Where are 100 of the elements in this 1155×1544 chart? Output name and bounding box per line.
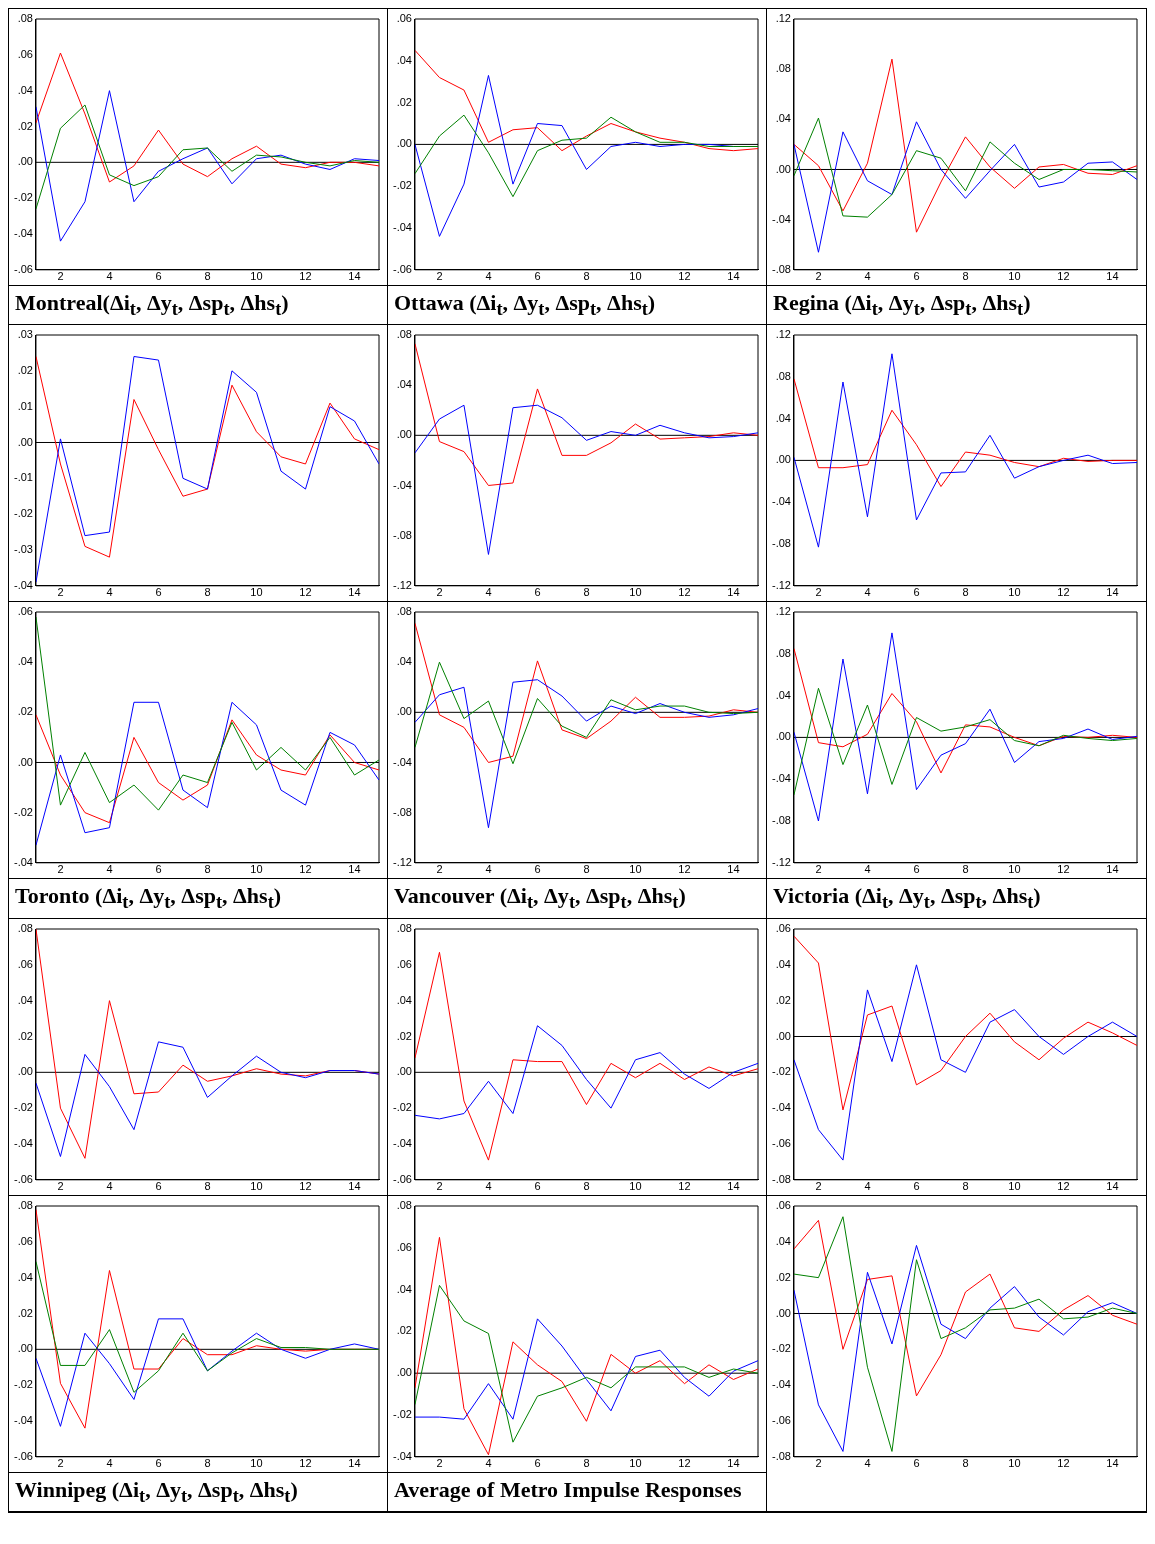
y-tick-label: -.06 bbox=[13, 1172, 33, 1185]
x-tick-label: 12 bbox=[1057, 586, 1070, 599]
x-tick-label: 8 bbox=[962, 863, 969, 876]
x-tick-label: 10 bbox=[629, 586, 642, 599]
x-tick-label: 10 bbox=[250, 270, 263, 283]
x-tick-label: 2 bbox=[57, 586, 64, 599]
y-tick-label: .02 bbox=[17, 705, 33, 718]
x-tick-label: 10 bbox=[629, 1457, 642, 1470]
y-tick-label: .03 bbox=[17, 328, 33, 341]
y-tick-label: .00 bbox=[775, 162, 791, 175]
x-tick-label: 14 bbox=[348, 1457, 361, 1470]
x-tick-label: 6 bbox=[913, 1457, 920, 1470]
x-tick-label: 6 bbox=[534, 1180, 541, 1193]
y-tick-label: -.08 bbox=[771, 814, 791, 827]
y-tick-label: .06 bbox=[17, 1234, 33, 1247]
chart-title: Ottawa (Δi$_{t}$, Δy$_{t}$, Δsp$_{t}$, Δhs$_{t}$) bbox=[394, 290, 656, 320]
y-tick-label: .02 bbox=[17, 364, 33, 377]
y-tick-label: .04 bbox=[396, 53, 412, 66]
y-tick-label: .06 bbox=[17, 605, 33, 618]
x-tick-label: 10 bbox=[629, 863, 642, 876]
y-tick-label: .08 bbox=[17, 921, 33, 934]
y-tick-label: -.06 bbox=[13, 1449, 33, 1462]
x-tick-label: 2 bbox=[815, 863, 822, 876]
y-tick-label: .04 bbox=[17, 993, 33, 1006]
x-tick-label: 2 bbox=[436, 863, 443, 876]
y-tick-label: .06 bbox=[775, 1198, 791, 1211]
y-tick-label: .04 bbox=[17, 83, 33, 96]
y-tick-label: -.06 bbox=[771, 1136, 791, 1149]
y-tick-label: -.04 bbox=[771, 1377, 791, 1390]
y-tick-label: -.08 bbox=[771, 262, 791, 275]
y-tick-label: .00 bbox=[775, 453, 791, 466]
x-tick-label: 4 bbox=[106, 863, 113, 876]
y-tick-label: -.04 bbox=[392, 1449, 412, 1462]
y-tick-label: .00 bbox=[396, 137, 412, 150]
x-tick-label: 2 bbox=[815, 586, 822, 599]
x-tick-label: 4 bbox=[106, 586, 113, 599]
y-tick-label: -.04 bbox=[13, 856, 33, 869]
x-tick-label: 6 bbox=[534, 1457, 541, 1470]
x-tick-label: 12 bbox=[1057, 1457, 1070, 1470]
y-tick-label: -.04 bbox=[771, 495, 791, 508]
chart-title: Montreal(Δi$_{t}$, Δy$_{t}$, Δsp$_{t}$, Δhs$_{t}$) bbox=[15, 290, 289, 320]
y-tick-label: .01 bbox=[17, 400, 33, 413]
y-tick-label: .04 bbox=[17, 655, 33, 668]
x-tick-label: 8 bbox=[583, 863, 590, 876]
x-tick-label: 6 bbox=[155, 863, 162, 876]
y-tick-label: .06 bbox=[396, 1240, 412, 1253]
x-tick-label: 8 bbox=[204, 270, 211, 283]
y-tick-label: .04 bbox=[396, 1282, 412, 1295]
y-tick-label: -.04 bbox=[13, 227, 33, 239]
y-tick-label: .06 bbox=[17, 47, 33, 60]
x-tick-label: 6 bbox=[913, 270, 920, 283]
x-tick-label: 8 bbox=[583, 1180, 590, 1193]
x-tick-label: 8 bbox=[583, 586, 590, 599]
x-tick-label: 6 bbox=[534, 270, 541, 283]
y-tick-label: -.02 bbox=[13, 1100, 33, 1113]
x-tick-label: 8 bbox=[204, 1457, 211, 1470]
x-tick-label: 10 bbox=[1008, 863, 1021, 876]
x-tick-label: 12 bbox=[678, 1180, 691, 1193]
x-tick-label: 2 bbox=[57, 1180, 64, 1193]
y-tick-label: -.04 bbox=[392, 221, 412, 234]
chart-title: Vancouver (Δi$_{t}$, Δy$_{t}$, Δsp$_{t}$, Δhs$_{t}$) bbox=[394, 883, 686, 913]
y-tick-label: -.12 bbox=[392, 579, 412, 592]
x-tick-label: 14 bbox=[727, 863, 740, 876]
y-tick-label: .12 bbox=[775, 12, 791, 25]
x-tick-label: 12 bbox=[678, 1457, 691, 1470]
y-tick-label: .02 bbox=[17, 1306, 33, 1319]
x-tick-label: 10 bbox=[629, 1180, 642, 1193]
x-tick-label: 2 bbox=[57, 863, 64, 876]
x-tick-label: 8 bbox=[962, 586, 969, 599]
x-tick-label: 2 bbox=[436, 270, 443, 283]
y-tick-label: .00 bbox=[17, 155, 33, 168]
x-tick-label: 4 bbox=[485, 1180, 492, 1193]
y-tick-label: -.02 bbox=[13, 191, 33, 204]
x-tick-label: 4 bbox=[485, 586, 492, 599]
y-tick-label: .00 bbox=[17, 755, 33, 768]
x-tick-label: 12 bbox=[678, 863, 691, 876]
x-tick-label: 8 bbox=[204, 586, 211, 599]
x-tick-label: 14 bbox=[348, 270, 361, 283]
x-tick-label: 2 bbox=[436, 1457, 443, 1470]
y-tick-label: .02 bbox=[396, 1324, 412, 1337]
y-tick-label: -.02 bbox=[392, 1100, 412, 1113]
y-tick-label: -.04 bbox=[13, 579, 33, 592]
y-tick-label: .04 bbox=[396, 993, 412, 1006]
y-tick-label: .08 bbox=[396, 921, 412, 934]
y-tick-label: -.08 bbox=[392, 806, 412, 819]
x-tick-label: 4 bbox=[864, 863, 871, 876]
x-tick-label: 12 bbox=[1057, 863, 1070, 876]
y-tick-label: -.04 bbox=[13, 1413, 33, 1426]
x-tick-label: 10 bbox=[250, 1457, 263, 1470]
y-tick-label: .04 bbox=[775, 112, 791, 125]
x-tick-label: 10 bbox=[1008, 1180, 1021, 1193]
y-tick-label: -.06 bbox=[392, 262, 412, 275]
y-tick-label: .08 bbox=[396, 328, 412, 341]
x-tick-label: 12 bbox=[299, 1457, 312, 1470]
x-tick-label: 10 bbox=[250, 863, 263, 876]
x-tick-label: 8 bbox=[204, 863, 211, 876]
x-tick-label: 12 bbox=[299, 586, 312, 599]
x-tick-label: 14 bbox=[727, 1457, 740, 1470]
y-tick-label: -.06 bbox=[392, 1172, 412, 1185]
y-tick-label: .02 bbox=[775, 993, 791, 1006]
